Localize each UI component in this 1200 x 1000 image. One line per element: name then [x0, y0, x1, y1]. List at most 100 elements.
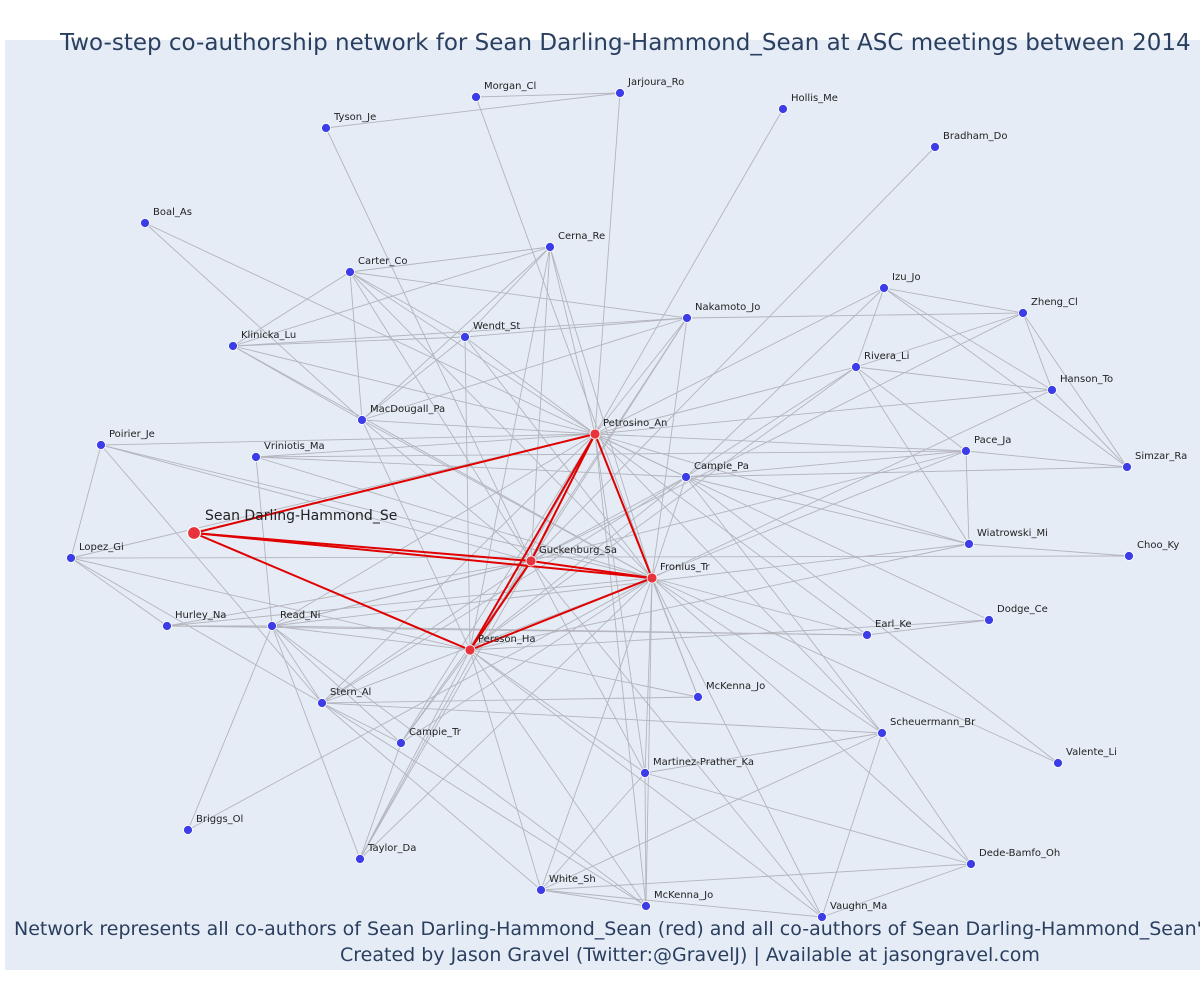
node-rivera-li[interactable] [851, 362, 861, 372]
node-klinicka-lu[interactable] [228, 341, 238, 351]
node-label-mckenna-jo-2: McKenna_Jo [654, 890, 713, 901]
edge-martinez-prather-ka--white-sh [540, 772, 646, 891]
edge-briggs-ol--fronius-tr [187, 577, 653, 831]
node-hanson-to[interactable] [1047, 385, 1057, 395]
edge-read-ni--stern-al [271, 625, 323, 704]
node-choo-ky[interactable] [1124, 551, 1134, 561]
focal-edge-petrosino-an--persson-ha [469, 433, 596, 651]
edge-zheng-cl--rivera-li [855, 312, 1024, 368]
node-valente-li[interactable] [1053, 758, 1063, 768]
focal-edge-fronius-tr--persson-ha [469, 577, 653, 651]
edge-scheuermann-br--fronius-tr [651, 577, 883, 734]
edge-lopez-gi--stern-al [70, 557, 323, 704]
edge-campie-tr--taylor-da [359, 742, 402, 860]
node-dede-bamfo-oh[interactable] [966, 859, 976, 869]
node-label-zheng-cl: Zheng_Cl [1031, 297, 1078, 308]
node-campie-tr[interactable] [396, 738, 406, 748]
edge-hanson-to--petrosino-an [594, 389, 1053, 435]
node-label-carter-co: Carter_Co [358, 256, 408, 267]
node-mckenna-jo-2[interactable] [641, 901, 651, 911]
node-fronius-tr[interactable] [646, 572, 658, 584]
node-briggs-ol[interactable] [183, 825, 193, 835]
node-pace-ja[interactable] [961, 446, 971, 456]
edge-campie-pa--simzar-ra [685, 466, 1128, 478]
node-label-sean-darling-hammond-se: Sean Darling-Hammond_Se [205, 508, 397, 524]
node-scheuermann-br[interactable] [877, 728, 887, 738]
focal-edge-petrosino-an--guckenburg-sa [530, 433, 596, 562]
edge-read-ni--persson-ha [271, 625, 471, 651]
node-label-lopez-gi: Lopez_Gi [79, 542, 124, 553]
node-white-sh[interactable] [536, 885, 546, 895]
edge-hanson-to--fronius-tr [651, 389, 1053, 579]
edge-cerna-re--wendt-st [464, 246, 551, 338]
edge-vaughn-ma--fronius-tr [651, 577, 823, 918]
node-hurley-na[interactable] [162, 621, 172, 631]
edge-carter-co--fronius-tr [349, 271, 653, 579]
edge-dede-bamfo-oh--white-sh [540, 863, 972, 891]
node-sean-darling-hammond-se[interactable] [186, 525, 202, 541]
node-mckenna-jo[interactable] [693, 692, 703, 702]
node-petrosino-an[interactable] [589, 428, 601, 440]
edge-read-ni--campie-tr [271, 625, 402, 744]
footer-description: Network represents all co-authors of Sea… [14, 918, 1200, 940]
node-martinez-prather-ka[interactable] [640, 768, 650, 778]
node-wendt-st[interactable] [460, 332, 470, 342]
node-vaughn-ma[interactable] [817, 912, 827, 922]
edge-izu-jo--rivera-li [855, 287, 885, 368]
node-carter-co[interactable] [345, 267, 355, 277]
node-morgan-cl[interactable] [471, 92, 481, 102]
node-label-valente-li: Valente_Li [1066, 747, 1117, 758]
edge-scheuermann-br--dede-bamfo-oh [881, 732, 972, 865]
edge-mckenna-jo-2--fronius-tr [645, 577, 653, 907]
node-macdougall-pa[interactable] [357, 415, 367, 425]
node-taylor-da[interactable] [355, 854, 365, 864]
chart-title: Two-step co-authorship network for Sean … [60, 30, 1191, 56]
edge-cerna-re--guckenburg-sa [530, 246, 551, 562]
edge-izu-jo--simzar-ra [883, 287, 1128, 468]
edge-poirier-je--lopez-gi [70, 444, 102, 559]
node-tyson-je[interactable] [321, 123, 331, 133]
node-cerna-re[interactable] [545, 242, 555, 252]
node-label-tyson-je: Tyson_Je [333, 112, 376, 123]
edge-layer [70, 92, 1130, 918]
node-boal-as[interactable] [140, 218, 150, 228]
edge-tyson-je--jarjoura-ro [325, 92, 621, 129]
node-label-pace-ja: Pace_Ja [974, 435, 1011, 446]
node-nakamoto-jo[interactable] [682, 313, 692, 323]
edge-wendt-st--fronius-tr [464, 336, 653, 579]
edge-pace-ja--wiatrowski-mi [965, 450, 970, 545]
edge-campie-pa--guckenburg-sa [530, 476, 687, 562]
node-dodge-ce[interactable] [984, 615, 994, 625]
node-stern-al[interactable] [317, 698, 327, 708]
node-jarjoura-ro[interactable] [615, 88, 625, 98]
node-guckenburg-sa[interactable] [525, 555, 537, 567]
node-simzar-ra[interactable] [1122, 462, 1132, 472]
node-label-earl-ke: Earl_Ke [875, 619, 912, 630]
edge-read-ni--petrosino-an [271, 433, 596, 627]
node-hollis-me[interactable] [778, 104, 788, 114]
node-poirier-je[interactable] [96, 440, 106, 450]
node-label-vaughn-ma: Vaughn_Ma [830, 901, 887, 912]
node-read-ni[interactable] [267, 621, 277, 631]
edge-wiatrowski-mi--read-ni [271, 543, 970, 627]
edge-martinez-prather-ka--petrosino-an [594, 433, 646, 774]
node-lopez-gi[interactable] [66, 553, 76, 563]
node-zheng-cl[interactable] [1018, 308, 1028, 318]
node-bradham-do[interactable] [930, 142, 940, 152]
edge-wiatrowski-mi--choo-ky [968, 543, 1130, 557]
label-layer: Sean Darling-Hammond_Se Petrosino_An Gucke… [79, 77, 1187, 912]
edge-martinez-prather-ka--guckenburg-sa [530, 560, 646, 774]
edge-carter-co--petrosino-an [349, 271, 596, 435]
node-earl-ke[interactable] [862, 630, 872, 640]
node-izu-jo[interactable] [879, 283, 889, 293]
edge-wendt-st--persson-ha [464, 336, 471, 651]
edge-vriniotis-ma--campie-pa [255, 456, 687, 478]
edge-vriniotis-ma--petrosino-an [255, 433, 596, 458]
edge-white-sh--persson-ha [469, 649, 542, 891]
node-vriniotis-ma[interactable] [251, 452, 261, 462]
node-wiatrowski-mi[interactable] [964, 539, 974, 549]
node-label-simzar-ra: Simzar_Ra [1135, 451, 1187, 462]
node-campie-pa[interactable] [681, 472, 691, 482]
node-persson-ha[interactable] [464, 644, 476, 656]
